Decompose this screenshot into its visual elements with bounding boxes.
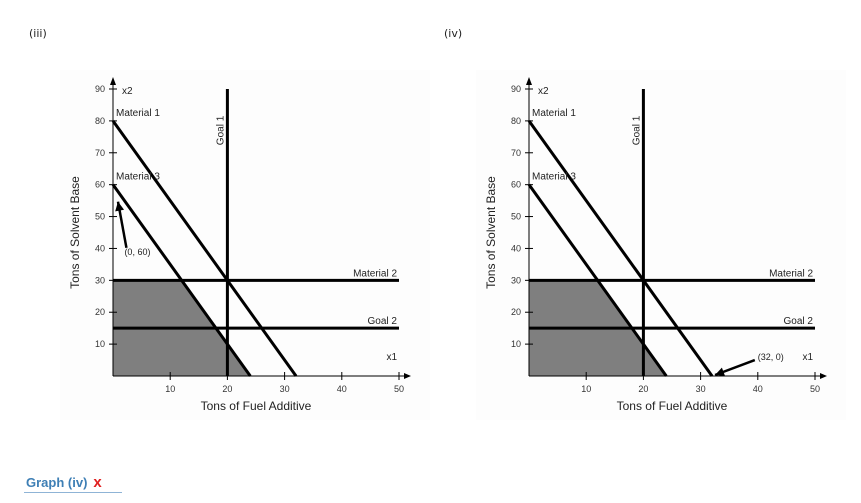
- incorrect-mark-icon: x: [93, 474, 102, 491]
- y-tick-label: 70: [511, 148, 521, 158]
- y-tick-label: 10: [95, 339, 105, 349]
- y-tick-label: 60: [511, 180, 521, 190]
- y-tick-label: 80: [511, 116, 521, 126]
- y-axis-name: x2: [122, 86, 133, 97]
- label-material-3: Material 3: [116, 172, 160, 183]
- y-axis-arrow-icon: [526, 77, 532, 85]
- y-tick-label: 60: [95, 180, 105, 190]
- x-tick-label: 20: [222, 384, 232, 394]
- y-tick-label: 20: [511, 307, 521, 317]
- y-tick-label: 10: [511, 339, 521, 349]
- y-tick-label: 50: [95, 212, 105, 222]
- x-axis-name: x1: [386, 352, 397, 363]
- x-tick-label: 10: [581, 384, 591, 394]
- label-goal-1: Goal 1: [631, 115, 642, 145]
- answer-link[interactable]: Graph (iv) x: [24, 474, 122, 493]
- annotation-arrowhead-icon: [715, 367, 726, 377]
- label-material-1: Material 1: [116, 108, 160, 119]
- y-axis-arrow-icon: [110, 77, 116, 85]
- y-tick-label: 40: [95, 243, 105, 253]
- x-tick-label: 30: [696, 384, 706, 394]
- label-goal-1: Goal 1: [215, 115, 226, 145]
- x-tick-label: 40: [753, 384, 763, 394]
- label-goal-2: Goal 2: [784, 316, 814, 327]
- x-tick-label: 50: [810, 384, 820, 394]
- answer-text[interactable]: Graph (iv): [26, 475, 88, 490]
- chart-iii: 10 20 30 40 50 10 20 30 40 50 60 70 80 90 Material 1 Ma…: [60, 70, 430, 420]
- y-axis-name: x2: [538, 86, 549, 97]
- label-goal-2: Goal 2: [368, 316, 398, 327]
- y-tick-label: 80: [95, 116, 105, 126]
- x-axis-name: x1: [802, 352, 813, 363]
- x-axis-arrow-icon: [404, 373, 411, 379]
- y-tick-label: 30: [511, 275, 521, 285]
- x-axis-title: Tons of Fuel Additive: [617, 399, 728, 413]
- label-material-1: Material 1: [532, 108, 576, 119]
- x-axis-title: Tons of Fuel Additive: [201, 399, 312, 413]
- chart-iv: 10 20 30 40 50 10 20 30 40 50 60 70 80 90 Material 1 Ma…: [476, 70, 846, 420]
- x-tick-label: 40: [337, 384, 347, 394]
- x-tick-label: 10: [165, 384, 175, 394]
- y-axis-title: Tons of Solvent Base: [484, 176, 498, 289]
- x-tick-label: 30: [280, 384, 290, 394]
- annotation-label: (0, 60): [124, 247, 150, 257]
- y-tick-label: 70: [95, 148, 105, 158]
- x-tick-label: 50: [394, 384, 404, 394]
- y-tick-label: 50: [511, 212, 521, 222]
- annotation-label: (32, 0): [758, 352, 784, 362]
- label-material-2: Material 2: [769, 268, 813, 279]
- x-axis-arrow-icon: [820, 373, 827, 379]
- y-tick-label: 90: [95, 84, 105, 94]
- x-tick-label: 20: [638, 384, 648, 394]
- annotation-arrowhead-icon: [115, 201, 125, 212]
- line-material-1: [527, 120, 714, 377]
- y-tick-label: 90: [511, 84, 521, 94]
- line-material-1: [111, 120, 298, 377]
- y-tick-label: 30: [95, 275, 105, 285]
- answer-underline: [24, 492, 122, 493]
- y-tick-label: 20: [95, 307, 105, 317]
- label-material-2: Material 2: [353, 268, 397, 279]
- panel-label-iii: (iii): [29, 27, 47, 40]
- y-axis-title: Tons of Solvent Base: [68, 176, 82, 289]
- y-tick-label: 40: [511, 243, 521, 253]
- panel-label-iv: (iv): [444, 27, 463, 40]
- label-material-3: Material 3: [532, 172, 576, 183]
